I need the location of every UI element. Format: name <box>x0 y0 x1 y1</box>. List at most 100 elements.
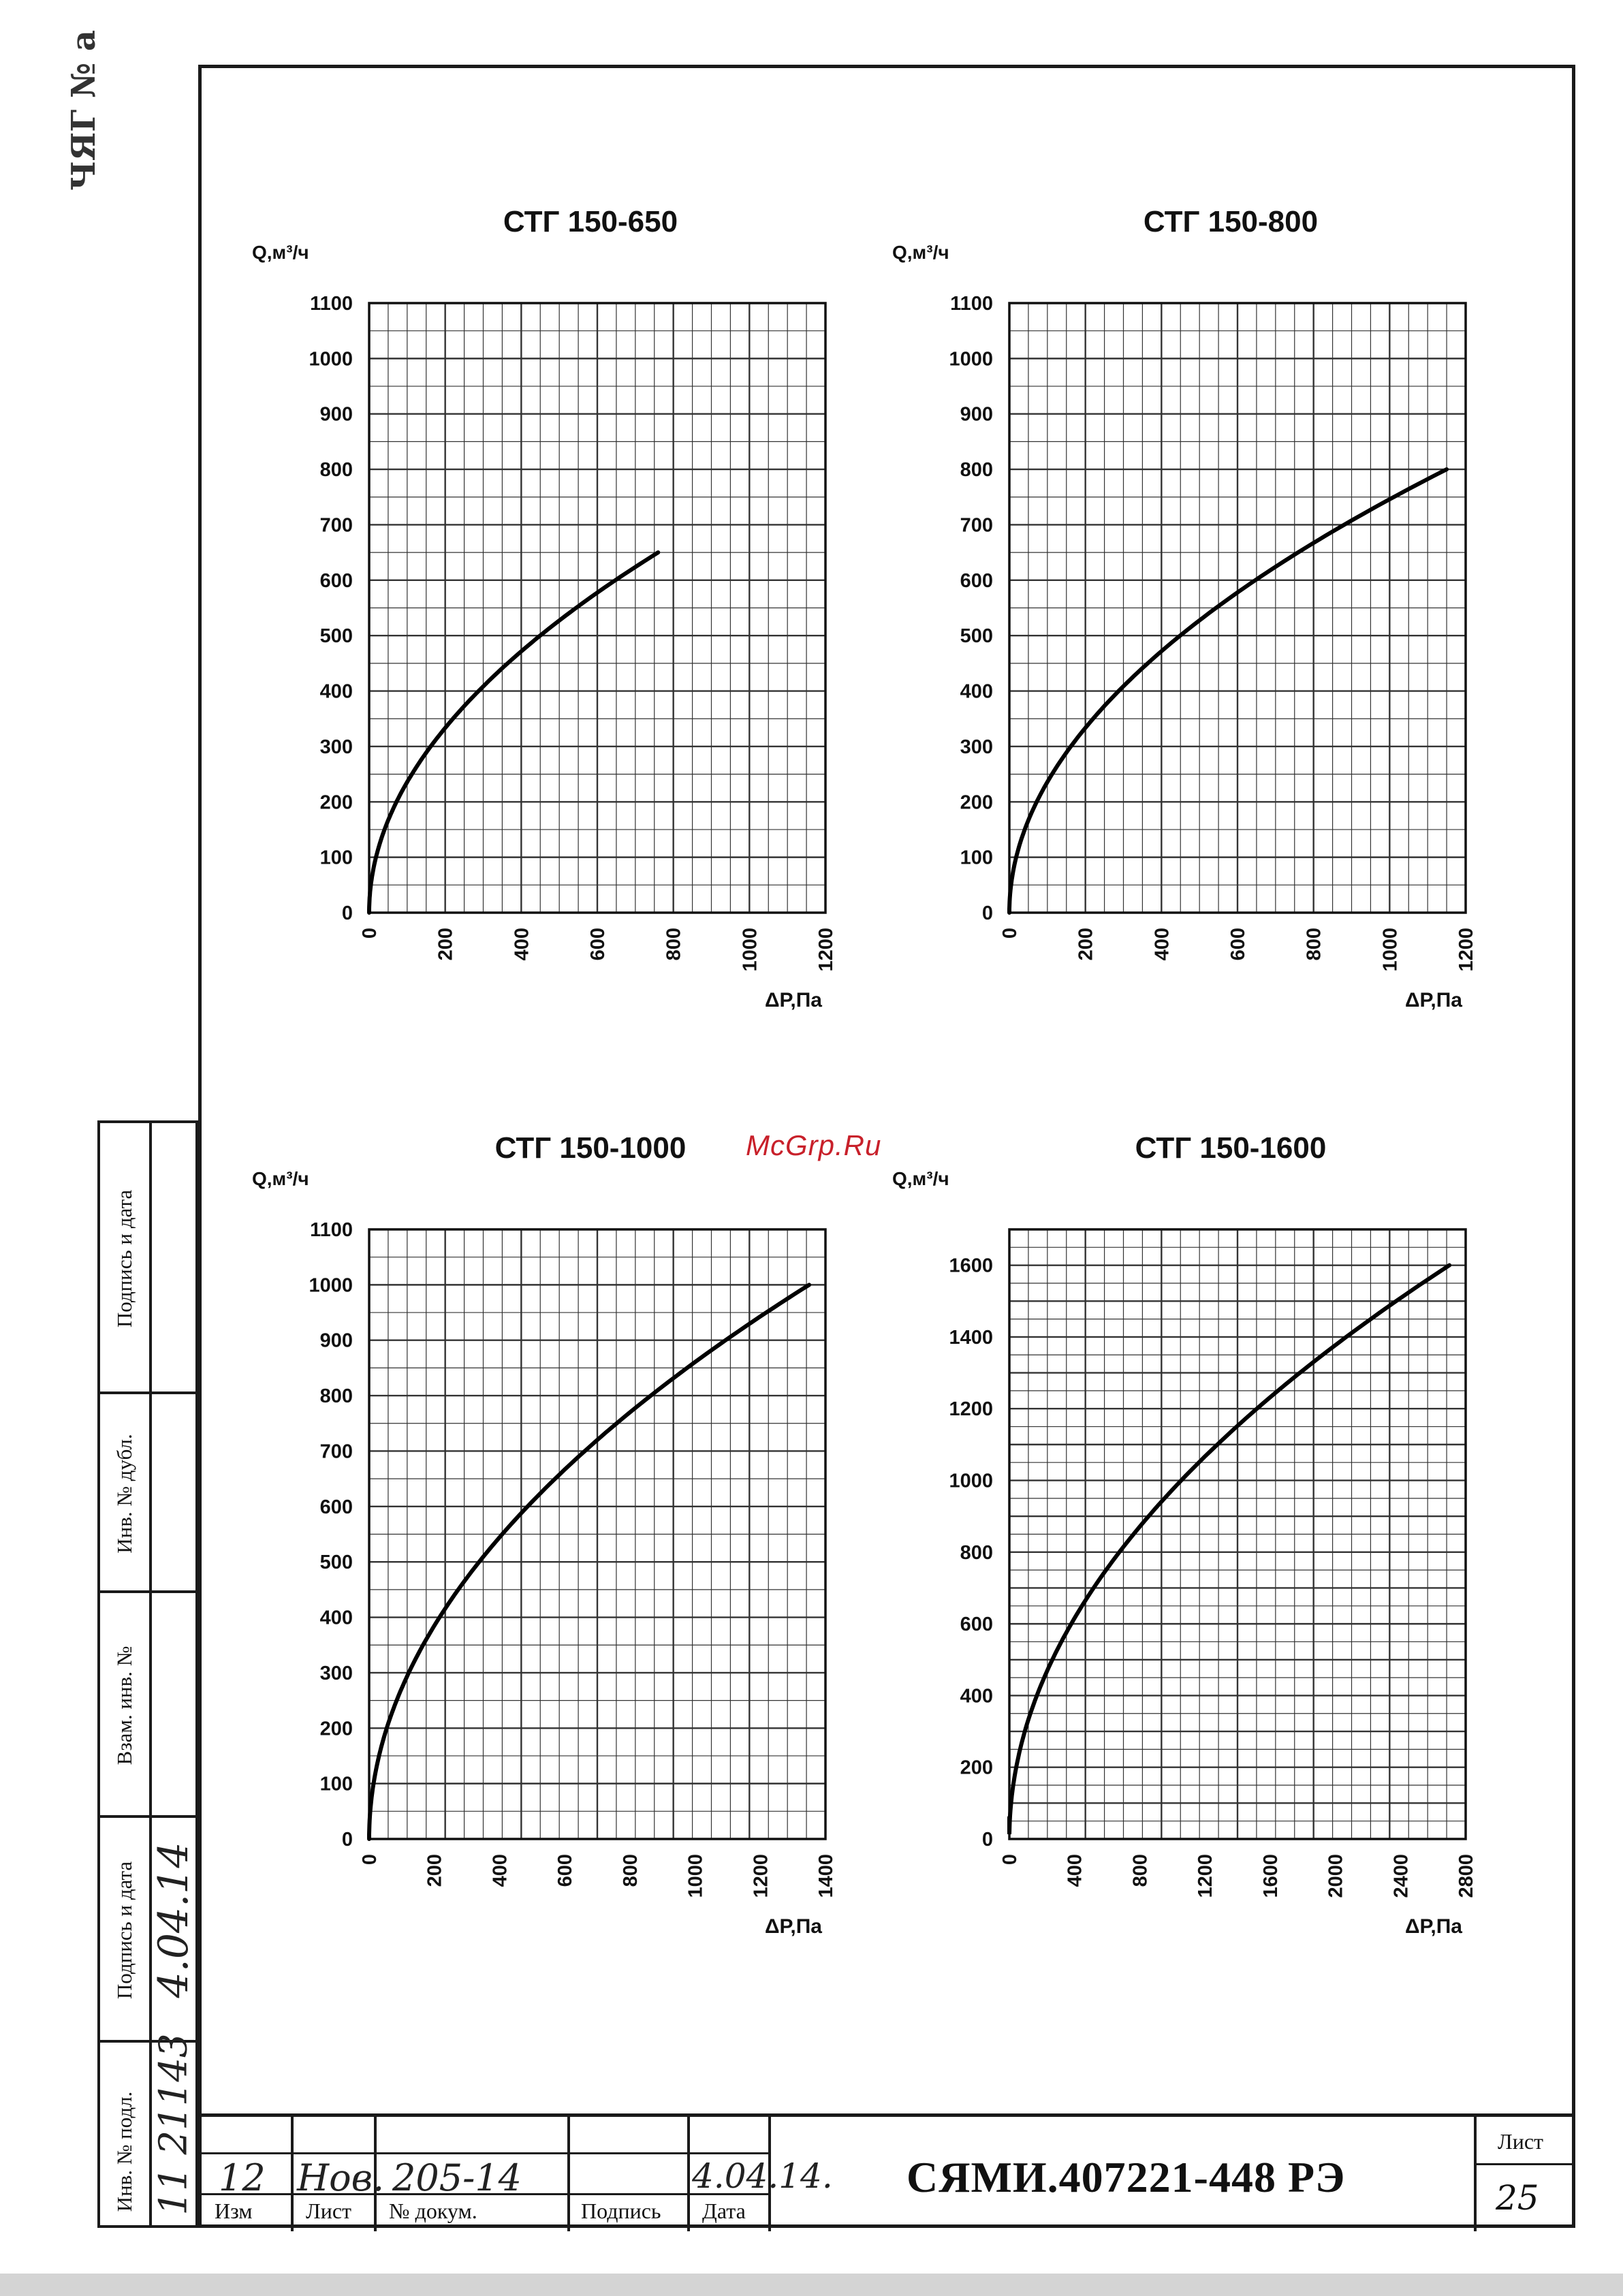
plot-border <box>1008 1228 1467 1840</box>
tb-row-line <box>198 2152 768 2154</box>
side-label-sign-date-2: Подпись и дата <box>112 1861 136 2000</box>
x-tick-label: 1000 <box>685 1854 707 1898</box>
y-tick-label: 500 <box>960 625 993 647</box>
chart-title: СТГ 150-800 <box>1144 205 1318 238</box>
y-tick-label: 800 <box>320 459 353 481</box>
chart-title: СТГ 150-1600 <box>1135 1131 1327 1165</box>
y-tick-label: 700 <box>320 514 353 536</box>
sheet-number: 25 <box>1496 2178 1539 2218</box>
side-cell-inv-podl: Инв. № подл. 11 21143 <box>100 2033 196 2228</box>
x-tick-label: 0 <box>999 928 1021 939</box>
y-tick-label: 900 <box>960 404 993 426</box>
y-tick-label: 600 <box>960 570 993 592</box>
plot-border <box>368 302 827 914</box>
y-axis-label: Q,м³/ч <box>892 242 949 263</box>
tb-divider <box>687 2117 690 2231</box>
x-tick-label: 2000 <box>1325 1854 1347 1898</box>
handwritten-izm: 12 <box>219 2156 266 2199</box>
y-tick-label: 100 <box>320 847 353 869</box>
x-tick-label: 600 <box>554 1854 576 1887</box>
handwritten-date: 4.04.14. <box>692 2156 833 2196</box>
x-axis-label: ΔР,Па <box>765 1915 822 1938</box>
x-tick-label: 800 <box>663 928 685 960</box>
plot-border <box>1008 302 1467 914</box>
caption-doc: № докум. <box>389 2199 477 2223</box>
y-tick-label: 100 <box>960 847 993 869</box>
y-axis-label: Q,м³/ч <box>252 242 309 263</box>
caption-sign: Подпись <box>581 2199 661 2223</box>
side-cell-sign-date-1: Подпись и дата <box>100 1123 195 1394</box>
series-curve <box>1007 1263 1452 1835</box>
side-cell-vzam-inv: Взам. инв. № <box>100 1593 195 1818</box>
y-tick-label: 700 <box>320 1441 353 1462</box>
series-curve <box>367 1283 812 1841</box>
side-strip: Подпись и дата Инв. № дубл. Взам. инв. №… <box>97 1120 198 2228</box>
x-tick-label: 400 <box>511 928 533 960</box>
y-tick-label: 1000 <box>949 1471 993 1492</box>
x-tick-label: 0 <box>359 928 381 939</box>
y-axis-label: Q,м³/ч <box>252 1168 309 1189</box>
x-tick-label: 0 <box>359 1854 381 1865</box>
x-tick-label: 1200 <box>1195 1854 1216 1898</box>
x-tick-label: 1000 <box>1379 928 1401 972</box>
y-tick-label: 0 <box>342 902 353 924</box>
y-tick-label: 1200 <box>949 1398 993 1420</box>
y-tick-label: 1000 <box>309 348 353 370</box>
tb-divider <box>291 2117 294 2231</box>
x-axis-label: ΔР,Па <box>1405 1915 1462 1938</box>
x-tick-label: 2400 <box>1390 1854 1412 1898</box>
y-tick-label: 800 <box>960 459 993 481</box>
y-tick-label: 700 <box>960 514 993 536</box>
chart-stg-150-1000: СТГ 150-1000 Q,м³/ч ΔР,Па 0 100 200 300 400 500 6… <box>204 1117 885 1962</box>
y-tick-label: 1100 <box>310 1219 353 1241</box>
side-strip-divider <box>149 1123 152 2225</box>
side-cell-sign-date-2: Подпись и дата 4.04.14 <box>100 1818 198 2043</box>
chart-svg: СТГ 150-800 Q,м³/ч ΔР,Па 0 100 200 300 400 500 60… <box>892 205 1477 1011</box>
y-tick-label: 400 <box>960 681 993 703</box>
x-tick-label: 400 <box>1065 1854 1086 1887</box>
grid <box>1008 1228 1467 1840</box>
x-tick-label: 800 <box>620 1854 642 1887</box>
chart-title: СТГ 150-1000 <box>495 1131 687 1165</box>
y-tick-label: 1100 <box>310 293 353 315</box>
handwritten-inv-number: 11 21143 <box>151 2033 196 2216</box>
chart-title: СТГ 150-650 <box>503 205 678 238</box>
x-tick-label: 200 <box>1075 928 1097 960</box>
y-tick-label: 400 <box>320 681 353 703</box>
side-cell-inv-dubl: Инв. № дубл. <box>100 1394 195 1593</box>
chart-stg-150-1600: СТГ 150-1600 Q,м³/ч ΔР,Па 0 200 400 600 800 1000… <box>845 1117 1526 1962</box>
title-block: 12 Нов. 205-14 4.04.14. Изм Лист № докум… <box>198 2113 1575 2231</box>
caption-date: Дата <box>702 2199 746 2223</box>
y-tick-label: 300 <box>960 736 993 758</box>
handwritten-date-side: 4.04.14 <box>150 1842 198 1998</box>
x-tick-label: 0 <box>999 1854 1021 1865</box>
scan-bottom-band <box>0 2274 1623 2296</box>
y-tick-label: 300 <box>320 1663 353 1684</box>
sheet-caption: Лист <box>1498 2129 1544 2154</box>
caption-izm: Изм <box>215 2199 253 2223</box>
y-tick-label: 200 <box>960 1757 993 1779</box>
x-axis-label: ΔР,Па <box>1405 989 1462 1011</box>
y-tick-label: 100 <box>320 1774 353 1795</box>
series-curve <box>1007 467 1449 915</box>
x-tick-label: 2800 <box>1455 1854 1477 1898</box>
y-tick-label: 800 <box>960 1542 993 1564</box>
grid <box>368 302 827 914</box>
y-tick-label: 400 <box>960 1685 993 1707</box>
tb-row-line <box>1474 2163 1575 2165</box>
x-tick-label: 1200 <box>750 1854 772 1898</box>
side-label-sign-date-1: Подпись и дата <box>112 1189 136 1328</box>
y-tick-label: 600 <box>320 570 353 592</box>
x-tick-label: 1200 <box>1455 928 1477 972</box>
x-tick-label: 200 <box>435 928 457 960</box>
x-tick-label: 1600 <box>1260 1854 1282 1898</box>
handwritten-doc: 205-14 <box>392 2156 522 2199</box>
plot-border <box>368 1228 827 1840</box>
x-tick-label: 600 <box>587 928 609 960</box>
y-tick-label: 200 <box>320 791 353 813</box>
chart-stg-150-650: СТГ 150-650 Q,м³/ч ΔР,Па 0 100 200 300 400 500 60… <box>204 191 885 1035</box>
x-tick-label: 400 <box>489 1854 511 1887</box>
drawing-frame <box>198 65 1575 2228</box>
x-tick-label: 1400 <box>815 1854 837 1898</box>
chart-stg-150-800: СТГ 150-800 Q,м³/ч ΔР,Па 0 100 200 300 400 500 60… <box>845 191 1526 1035</box>
